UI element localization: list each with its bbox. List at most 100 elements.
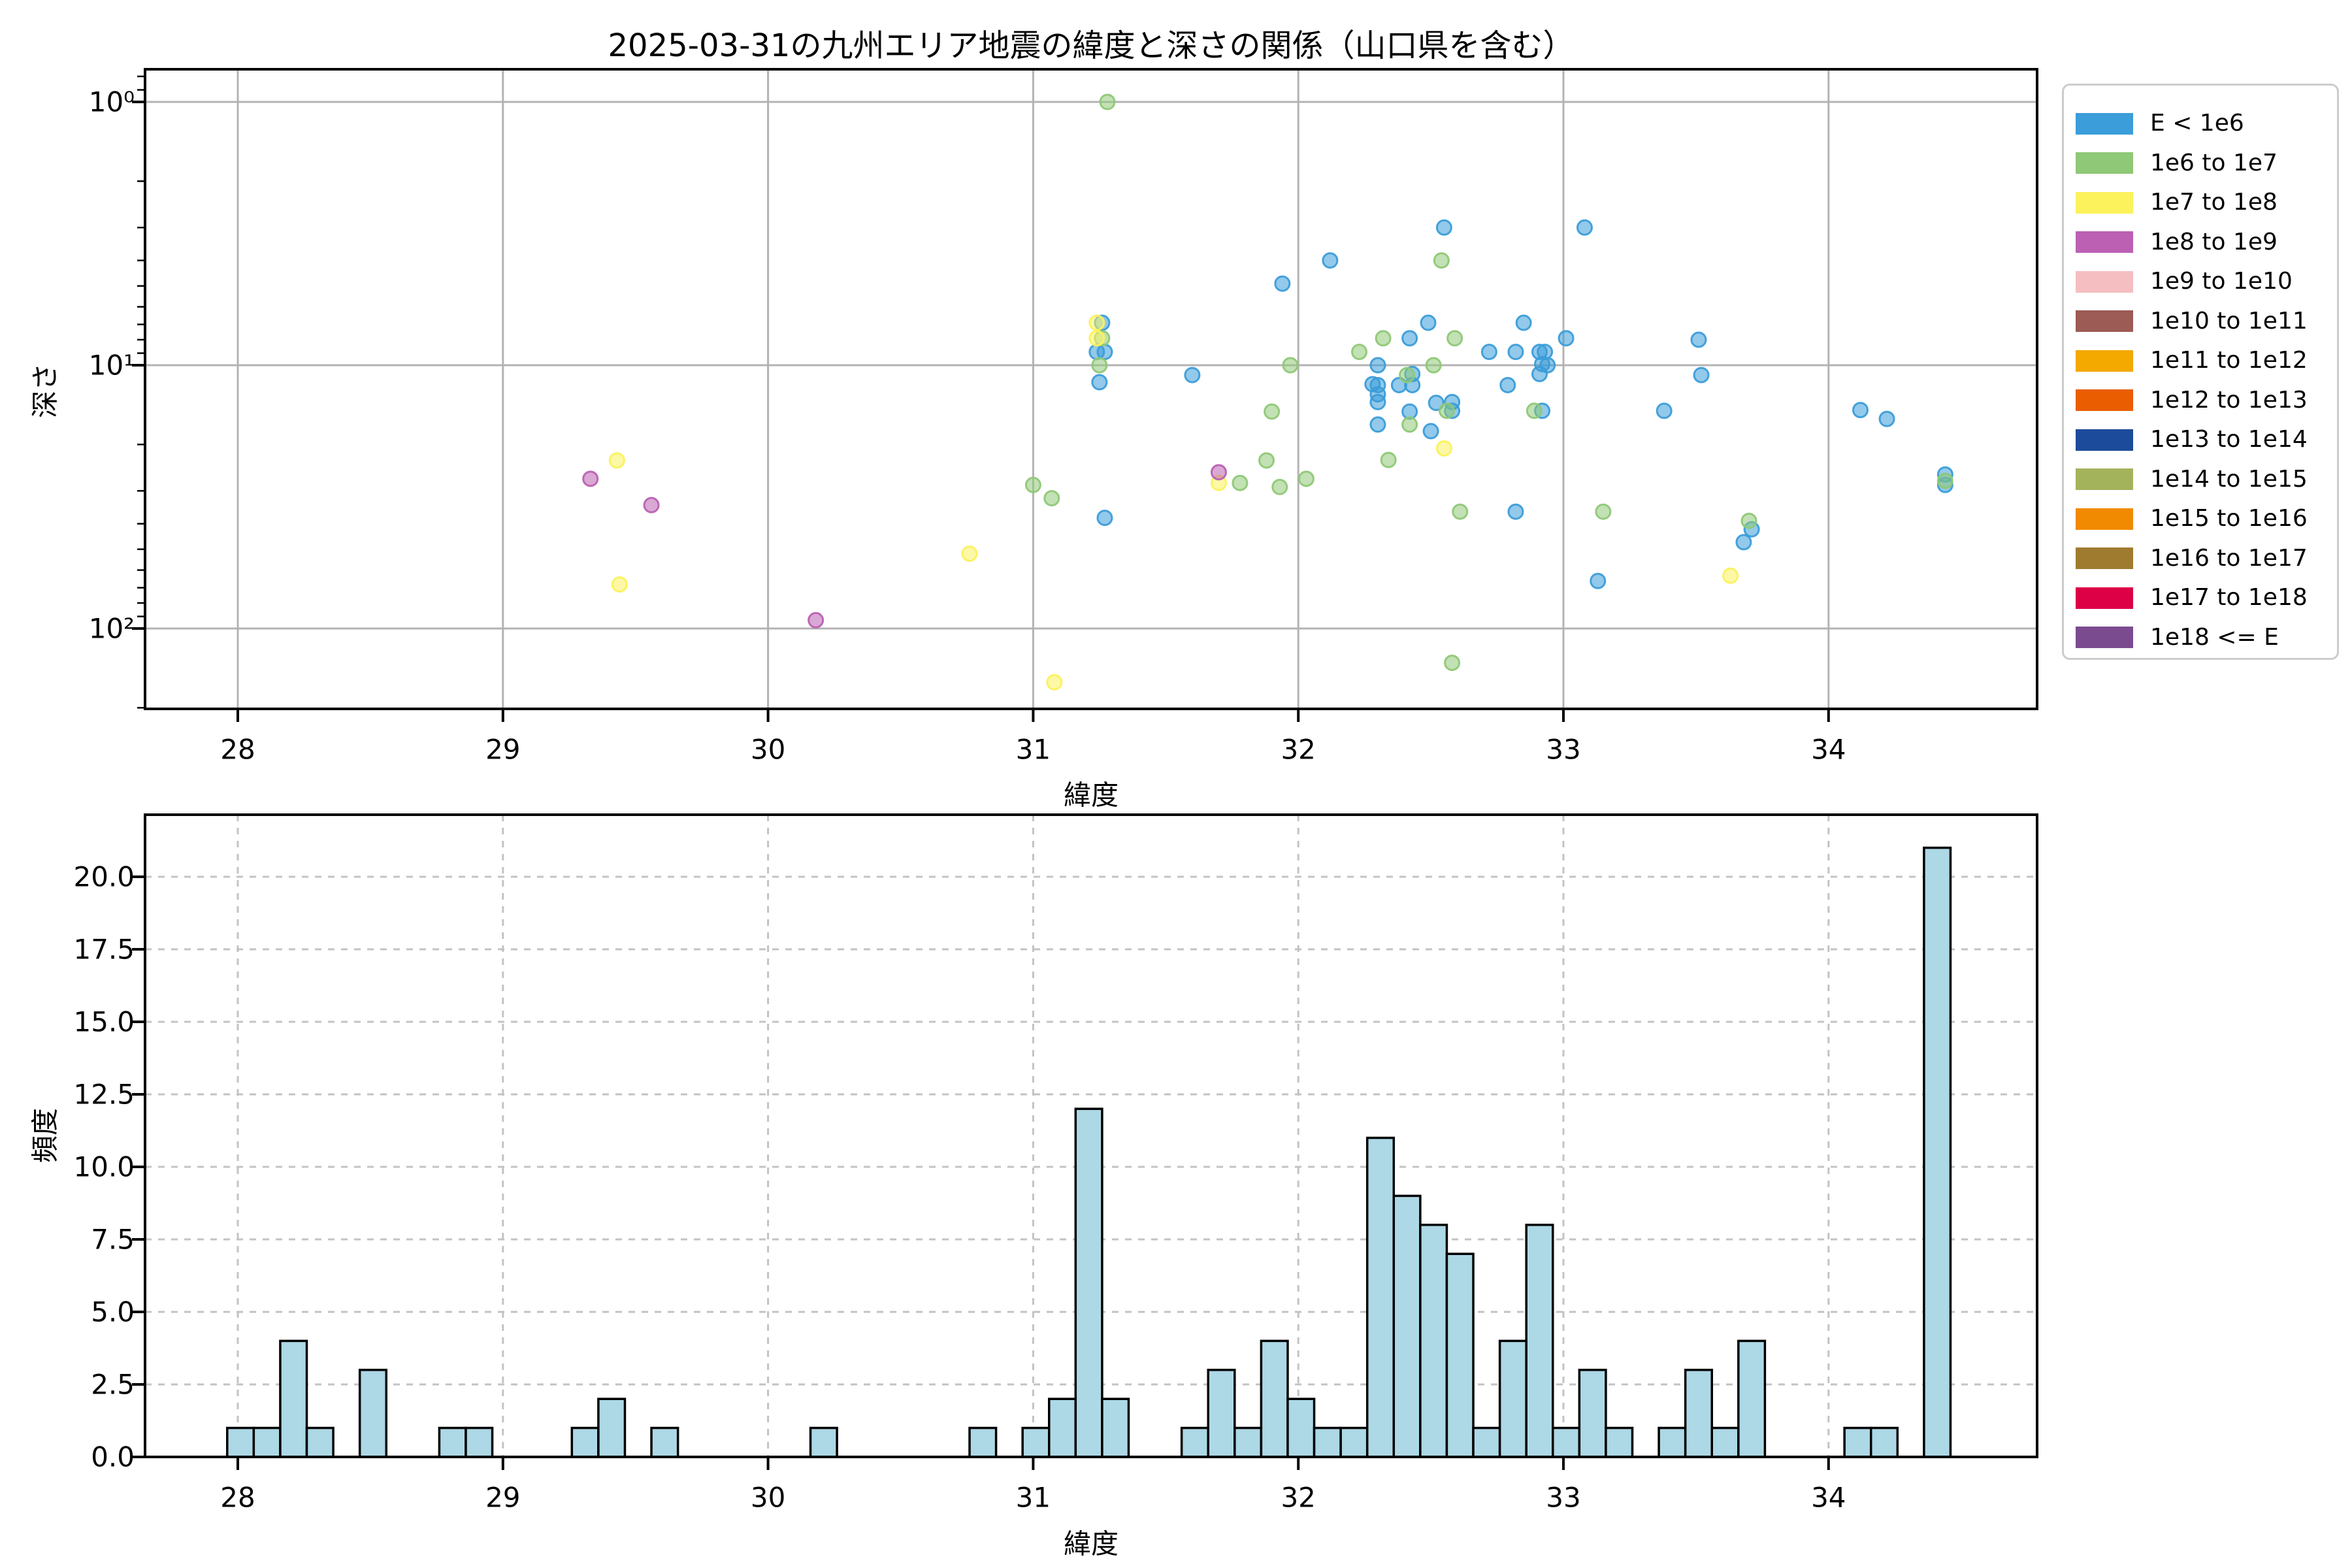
- histogram-bar: [597, 1397, 627, 1458]
- histogram-bar: [1286, 1397, 1316, 1458]
- histogram-bar: [1843, 1426, 1872, 1458]
- scatter-point: [1690, 331, 1707, 348]
- scatter-point: [1091, 374, 1108, 391]
- histogram-bar: [226, 1426, 255, 1458]
- scatter-yaxis-label: 深さ: [29, 363, 61, 419]
- scatter-xtick-label: 31: [1015, 733, 1051, 766]
- scatter-point: [1401, 416, 1418, 433]
- scatter-ytick-label: 10¹: [88, 349, 135, 382]
- histogram-bar: [279, 1339, 308, 1458]
- histogram-ytick-label: 17.5: [73, 933, 135, 966]
- legend-item-label: 1e7 to 1e8: [2150, 189, 2278, 216]
- histogram-bar: [252, 1426, 282, 1458]
- scatter-point: [1369, 357, 1386, 374]
- legend-item: 1e17 to 1e18: [2076, 578, 2308, 617]
- scatter-point: [1271, 478, 1288, 495]
- scatter-spines: [144, 68, 2038, 710]
- legend-swatch-icon: [2076, 191, 2133, 214]
- scatter-panel: [132, 68, 2038, 722]
- histogram-bar: [465, 1426, 494, 1458]
- scatter-point: [1435, 440, 1452, 457]
- scatter-xtick-label: 32: [1281, 733, 1316, 766]
- legend-swatch-icon: [2076, 231, 2133, 253]
- histogram-bar: [1047, 1397, 1077, 1458]
- scatter-point: [1595, 503, 1612, 520]
- histogram-bar: [1710, 1426, 1740, 1458]
- legend-item-label: 1e12 to 1e13: [2150, 386, 2308, 414]
- scatter-point: [1656, 402, 1673, 419]
- scatter-xaxis-label: 緯度: [1063, 779, 1119, 811]
- histogram-xtick-label: 30: [750, 1481, 786, 1514]
- histogram-bar: [1365, 1136, 1396, 1458]
- scatter-point: [1428, 395, 1445, 412]
- legend-item-label: 1e10 to 1e11: [2150, 307, 2308, 335]
- scatter-point: [1526, 402, 1543, 419]
- scatter-point: [1380, 451, 1397, 468]
- histogram-ytick-label: 12.5: [73, 1078, 135, 1111]
- scatter-point: [1420, 314, 1437, 331]
- scatter-xtick-label: 34: [1811, 733, 1846, 766]
- histogram-spines: [144, 813, 2038, 1458]
- histogram-bar: [1260, 1339, 1289, 1458]
- scatter-point: [1099, 93, 1116, 110]
- scatter-point: [1375, 330, 1392, 347]
- scatter-point: [1499, 376, 1516, 393]
- legend-swatch-icon: [2076, 508, 2133, 530]
- figure-title: 2025-03-31の九州エリア地震の緯度と深さの関係（山口県を含む）: [608, 27, 1575, 64]
- legend-swatch-icon: [2076, 429, 2133, 451]
- legend-item: 1e14 to 1e15: [2076, 460, 2308, 499]
- legend-item: 1e8 to 1e9: [2076, 223, 2278, 262]
- scatter-point: [1088, 314, 1105, 331]
- scatter-point: [643, 497, 660, 514]
- scatter-point: [1043, 490, 1060, 507]
- legend-swatch-icon: [2076, 627, 2133, 648]
- histogram-bar: [438, 1426, 467, 1458]
- legend-swatch-icon: [2076, 270, 2133, 293]
- histogram-bar: [1313, 1426, 1342, 1458]
- scatter-point: [1298, 470, 1315, 487]
- histogram-bar: [650, 1426, 679, 1458]
- legend-item: 1e12 to 1e13: [2076, 381, 2308, 420]
- legend-item: 1e13 to 1e14: [2076, 420, 2308, 459]
- scatter-point: [1091, 357, 1108, 374]
- legend-item-label: 1e17 to 1e18: [2150, 584, 2308, 611]
- histogram-bar: [1552, 1426, 1581, 1458]
- histogram-bar: [1180, 1426, 1209, 1458]
- scatter-point: [1369, 393, 1386, 410]
- scatter-point: [611, 576, 628, 593]
- legend-item-label: 1e13 to 1e14: [2150, 426, 2308, 453]
- legend-item-label: 1e9 to 1e10: [2150, 268, 2293, 295]
- histogram-bar: [1684, 1369, 1713, 1458]
- scatter-point: [1322, 252, 1339, 269]
- scatter-point: [1258, 452, 1275, 469]
- histogram-xtick-label: 32: [1281, 1481, 1316, 1514]
- scatter-point: [608, 452, 625, 469]
- histogram-bar: [570, 1426, 600, 1458]
- histogram-bar: [1074, 1107, 1103, 1458]
- scatter-ytick-label: 10⁰: [88, 86, 135, 118]
- histogram-ytick-label: 5.0: [91, 1296, 135, 1328]
- histogram-bar: [1472, 1426, 1501, 1458]
- scatter-point: [1878, 410, 1895, 427]
- histogram-xtick-label: 33: [1546, 1481, 1581, 1514]
- histogram-panel: [132, 813, 2038, 1470]
- scatter-point: [1274, 275, 1291, 292]
- histogram-yaxis-label: 頻度: [29, 1107, 61, 1164]
- scatter-point: [1401, 330, 1418, 347]
- scatter-point: [1369, 416, 1386, 433]
- legend-item: 1e7 to 1e8: [2076, 183, 2278, 222]
- legend-item: 1e9 to 1e10: [2076, 262, 2293, 301]
- legend-item: 1e18 <= E: [2076, 618, 2279, 657]
- legend-swatch-icon: [2076, 152, 2133, 174]
- histogram-xtick-label: 29: [485, 1481, 521, 1514]
- legend-item-label: 1e15 to 1e16: [2150, 505, 2308, 532]
- legend-item-label: 1e6 to 1e7: [2150, 149, 2278, 176]
- scatter-point: [1351, 344, 1368, 361]
- histogram-bar: [1101, 1397, 1130, 1458]
- legend-item-label: 1e11 to 1e12: [2150, 347, 2308, 374]
- scatter-xtick-label: 33: [1546, 733, 1581, 766]
- histogram-bar: [1869, 1426, 1899, 1458]
- scatter-point: [1096, 344, 1113, 361]
- scatter-point: [1693, 367, 1710, 384]
